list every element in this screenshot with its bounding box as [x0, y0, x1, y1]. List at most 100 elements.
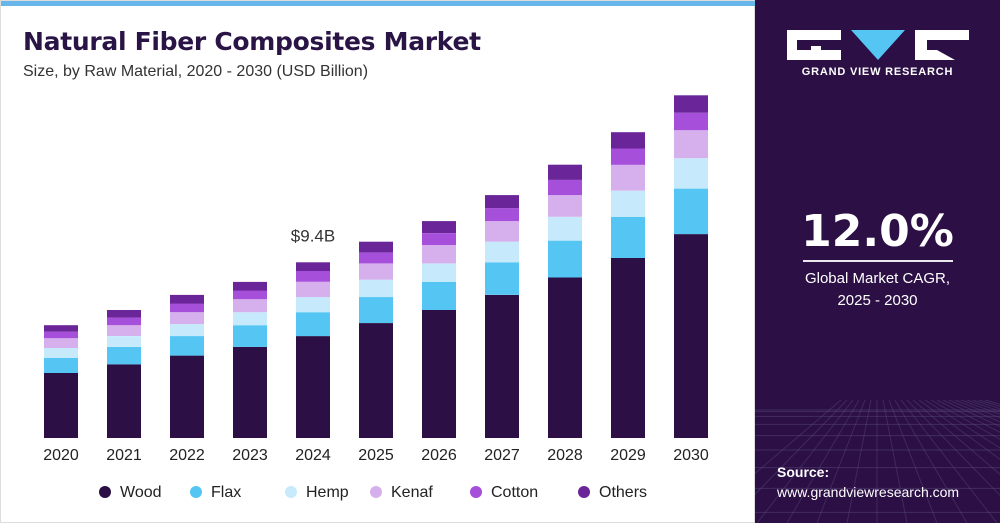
x-tick-label-2023: 2023 [232, 447, 268, 464]
bar-segment-flax-2028 [548, 240, 582, 278]
x-tick-label-2027: 2027 [484, 447, 520, 464]
x-tick-label-2028: 2028 [547, 447, 583, 464]
bar-segment-wood-2030 [674, 234, 708, 438]
bar-segment-wood-2027 [485, 294, 519, 438]
bar-segment-wood-2025 [359, 323, 393, 438]
bar-segment-kenaf-2028 [548, 195, 582, 217]
bar-segment-kenaf-2029 [611, 164, 645, 191]
bar-segment-flax-2020 [44, 357, 78, 373]
bar-segment-flax-2029 [611, 216, 645, 258]
sidebar-panel: GRAND VIEW RESEARCH 12.0% Global Market … [755, 0, 1000, 523]
bar-segment-kenaf-2023 [233, 299, 267, 313]
bar-segment-others-2023 [233, 281, 267, 291]
bar-segment-hemp-2025 [359, 279, 393, 298]
x-tick-label-2021: 2021 [106, 447, 142, 464]
bar-segment-wood-2024 [296, 336, 330, 438]
x-tick-label-2020: 2020 [43, 447, 79, 464]
bar-segment-hemp-2022 [170, 324, 204, 336]
bar-segment-others-2027 [485, 195, 519, 209]
stacked-bar-chart: 2020 2021 2022 2023 2024 $9.4B 2025 2026 2027 202… [43, 95, 709, 501]
cagr-divider [803, 260, 953, 262]
legend-label-flax: Flax [211, 484, 241, 501]
bar-segment-flax-2021 [107, 346, 141, 365]
legend-label-hemp: Hemp [306, 484, 349, 501]
bar-segment-flax-2025 [359, 297, 393, 323]
bar-segment-cotton-2021 [107, 317, 141, 326]
bar-segment-kenaf-2026 [422, 245, 456, 264]
bar-segment-kenaf-2027 [485, 221, 519, 242]
bar-segment-flax-2023 [233, 325, 267, 347]
bar-segment-wood-2028 [548, 277, 582, 438]
bar-segment-flax-2026 [422, 281, 456, 310]
bar-segment-kenaf-2020 [44, 338, 78, 348]
bar-segment-hemp-2021 [107, 336, 141, 347]
bar-segment-hemp-2029 [611, 190, 645, 217]
bar-segment-kenaf-2024 [296, 281, 330, 298]
bar-segment-cotton-2026 [422, 233, 456, 245]
bar-segment-flax-2024 [296, 312, 330, 337]
bar-segment-flax-2022 [170, 336, 204, 356]
bar-segment-hemp-2030 [674, 158, 708, 189]
cagr-label-line-2: 2025 - 2030 [837, 292, 918, 309]
legend-label-kenaf: Kenaf [391, 484, 433, 501]
grand-view-research-logo [787, 30, 969, 60]
bar-segment-others-2021 [107, 310, 141, 318]
bar-segment-wood-2023 [233, 346, 267, 438]
legend-swatch-others [578, 486, 590, 498]
legend-label-others: Others [599, 484, 647, 501]
bar-segment-others-2029 [611, 132, 645, 149]
legend-swatch-wood [99, 486, 111, 498]
bar-segment-cotton-2020 [44, 331, 78, 339]
bar-segment-wood-2020 [44, 372, 78, 438]
bar-segment-hemp-2028 [548, 216, 582, 241]
bar-segment-hemp-2024 [296, 297, 330, 313]
cagr-value: 12.0% [801, 206, 954, 257]
bar-segment-hemp-2023 [233, 312, 267, 326]
bar-segment-cotton-2030 [674, 112, 708, 131]
bar-segment-cotton-2024 [296, 271, 330, 282]
bar-segment-wood-2029 [611, 258, 645, 438]
source-url: www.grandviewresearch.com [777, 484, 960, 500]
bar-segment-hemp-2020 [44, 348, 78, 358]
bar-segment-others-2024 [296, 262, 330, 271]
legend-swatch-hemp [285, 486, 297, 498]
bar-segment-kenaf-2022 [170, 312, 204, 325]
perspective-grid-decoration [755, 400, 1000, 523]
bar-segment-kenaf-2030 [674, 130, 708, 159]
data-label-2024: $9.4B [291, 226, 335, 245]
bar-segment-others-2026 [422, 221, 456, 233]
bar-segment-others-2025 [359, 241, 393, 253]
bar-segment-wood-2021 [107, 364, 141, 438]
source-label: Source: [777, 464, 830, 480]
bar-segment-cotton-2027 [485, 208, 519, 222]
cagr-label-line-1: Global Market CAGR, [804, 270, 951, 287]
bar-segment-hemp-2026 [422, 263, 456, 282]
bar-segment-kenaf-2025 [359, 263, 393, 280]
x-tick-label-2029: 2029 [610, 447, 646, 464]
chart-panel: Natural Fiber Composites Market Size, by… [0, 0, 756, 523]
bar-segment-cotton-2029 [611, 148, 645, 165]
bar-segment-hemp-2027 [485, 241, 519, 263]
legend-swatch-flax [190, 486, 202, 498]
bar-segment-others-2030 [674, 95, 708, 113]
bar-segment-flax-2027 [485, 262, 519, 295]
legend-label-cotton: Cotton [491, 484, 538, 501]
x-tick-label-2030: 2030 [673, 447, 709, 464]
x-tick-label-2026: 2026 [421, 447, 457, 464]
legend-swatch-cotton [470, 486, 482, 498]
chart-title: Natural Fiber Composites Market [23, 27, 481, 56]
bar-segment-wood-2022 [170, 355, 204, 438]
bar-segment-cotton-2023 [233, 290, 267, 300]
legend-label-wood: Wood [120, 484, 162, 501]
accent-bar [1, 1, 756, 6]
bar-segment-cotton-2022 [170, 303, 204, 313]
cagr-label: Global Market CAGR, 2025 - 2030 [755, 268, 1000, 312]
bar-segment-others-2028 [548, 164, 582, 180]
x-tick-label-2025: 2025 [358, 447, 394, 464]
x-tick-label-2022: 2022 [169, 447, 205, 464]
bar-segment-cotton-2028 [548, 179, 582, 196]
bar-segment-others-2020 [44, 325, 78, 332]
bar-segment-kenaf-2021 [107, 325, 141, 336]
brand-name: GRAND VIEW RESEARCH [801, 66, 954, 78]
